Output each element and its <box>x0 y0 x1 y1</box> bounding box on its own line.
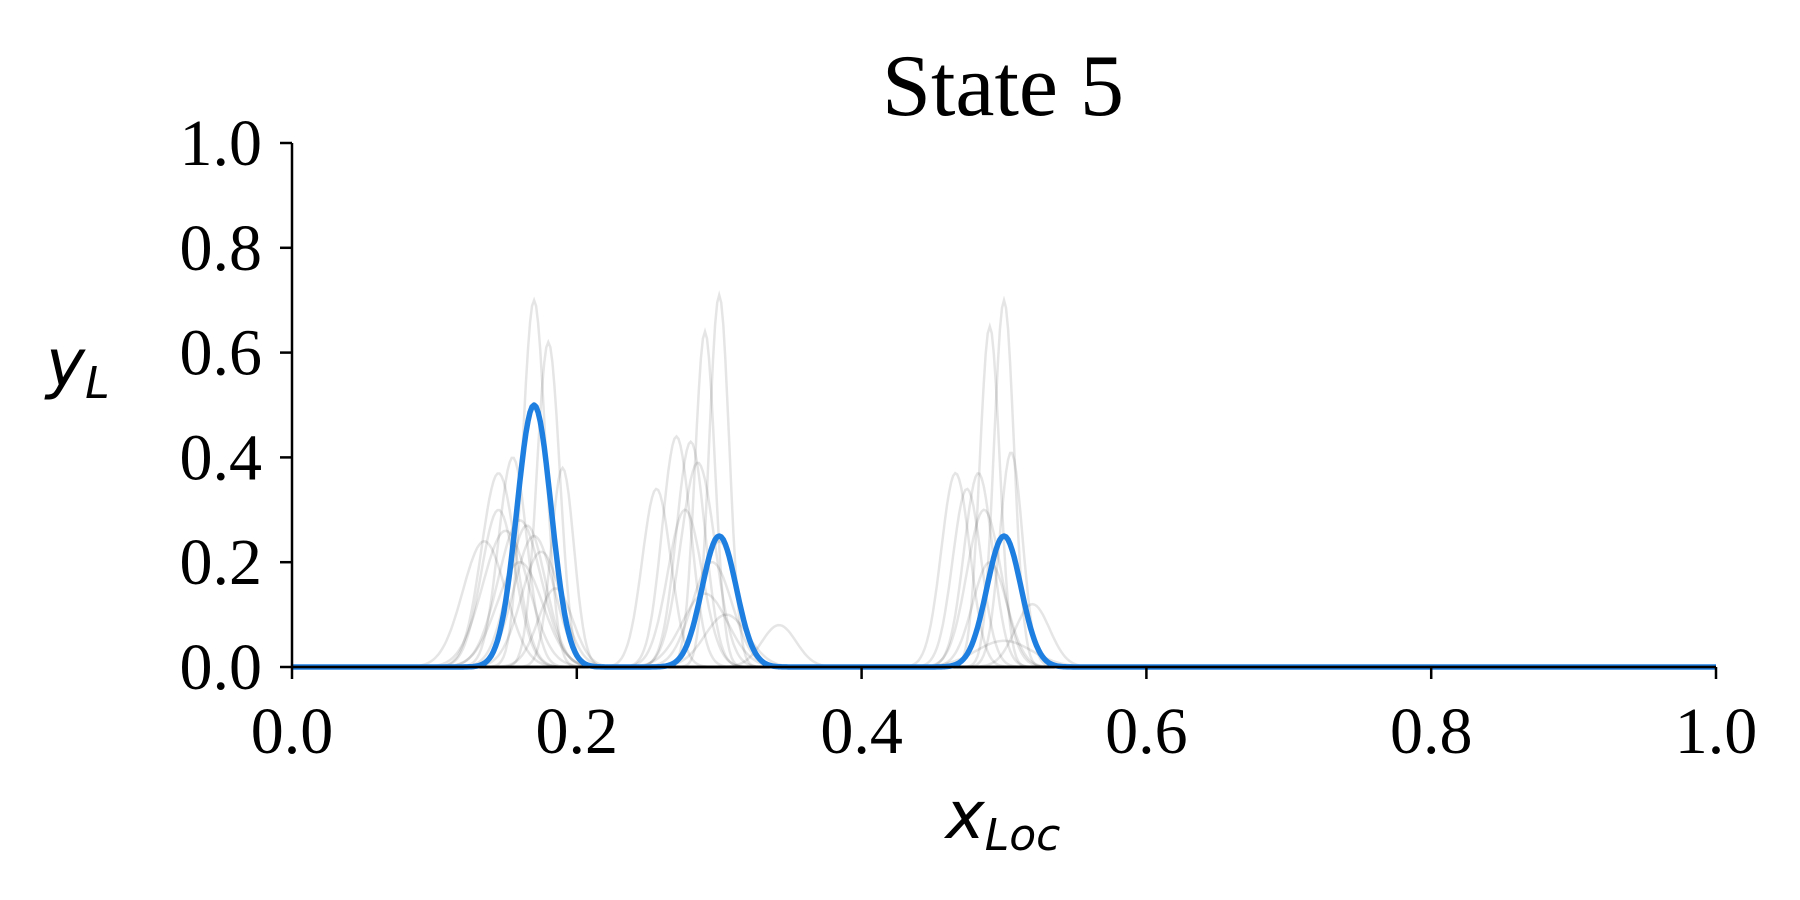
x-tick-label: 0.2 <box>536 695 619 768</box>
x-tick-label: 1.0 <box>1675 695 1758 768</box>
x-tick-label: 0.8 <box>1390 695 1473 768</box>
y-tick-label: 0.4 <box>180 421 263 494</box>
y-tick-label: 0.2 <box>180 526 263 599</box>
y-tick-label: 0.0 <box>180 631 263 704</box>
x-axis-label: xLoc <box>944 777 1061 861</box>
x-tick-label: 0.6 <box>1105 695 1188 768</box>
y-tick-label: 1.0 <box>180 107 263 180</box>
y-tick-label: 0.6 <box>180 317 263 390</box>
x-axis: 0.0 0.2 0.4 0.6 0.8 1.0 <box>251 665 1758 768</box>
y-axis-label: yL <box>44 325 110 409</box>
chart-title: State 5 <box>882 38 1124 135</box>
y-tick-label: 0.8 <box>180 212 263 285</box>
y-axis: 0.0 0.2 0.4 0.6 0.8 1.0 <box>180 107 294 704</box>
x-tick-label: 0.0 <box>251 695 334 768</box>
x-tick-label: 0.4 <box>820 695 903 768</box>
